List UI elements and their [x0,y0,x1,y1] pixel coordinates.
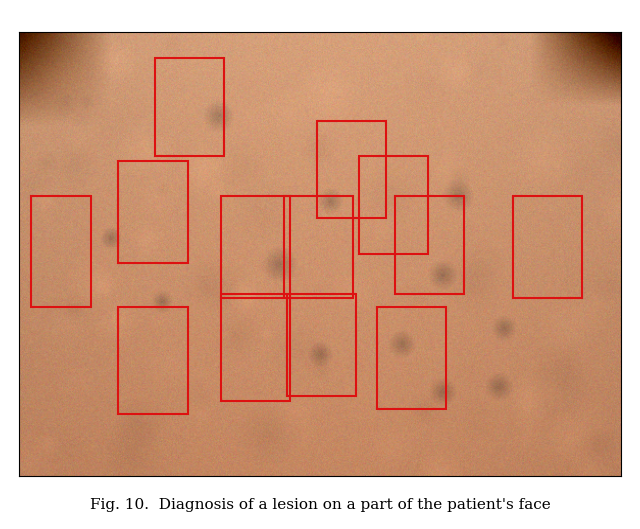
Bar [359,156,428,254]
Bar [287,294,356,396]
Bar [221,196,290,298]
Bar [377,307,446,409]
Bar [395,196,465,294]
Bar [513,196,582,298]
Bar [221,294,290,400]
Bar [317,121,386,218]
Text: Fig. 10.  Diagnosis of a lesion on a part of the patient's face: Fig. 10. Diagnosis of a lesion on a part… [90,498,550,512]
Bar [118,307,188,414]
Bar [284,196,353,298]
Bar [31,196,92,307]
Bar [118,161,188,263]
Bar [154,58,224,156]
